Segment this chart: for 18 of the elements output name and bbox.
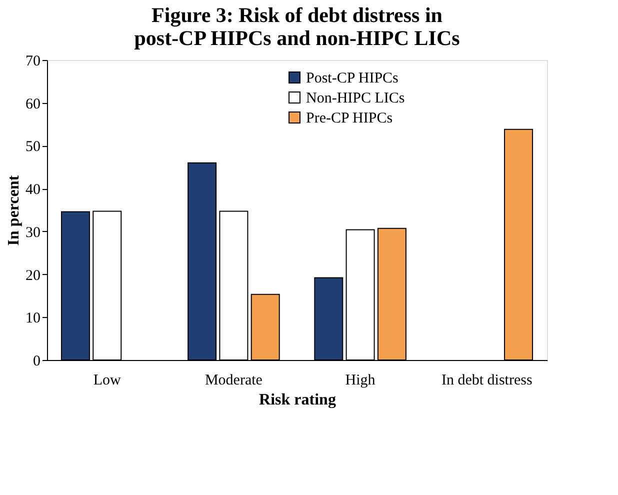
- y-tick-label: 60: [26, 96, 40, 112]
- legend-label: Pre-CP HIPCs: [306, 110, 393, 126]
- x-tick-label: High: [345, 372, 376, 388]
- legend-label: Post-CP HIPCs: [306, 70, 399, 86]
- y-tick-label: 20: [26, 268, 40, 284]
- chart-title: Figure 3: Risk of debt distress in post-CP HIPCs and non-HIPC LICs: [134, 3, 460, 50]
- y-tick-label: 40: [26, 182, 40, 198]
- x-axis-title: Risk rating: [259, 392, 336, 408]
- y-tick-label: 30: [26, 224, 40, 241]
- y-axis-title: In percent: [6, 174, 22, 246]
- x-tick-label: Moderate: [204, 372, 263, 388]
- legend-label: Non-HIPC LICs: [306, 90, 405, 106]
- x-tick-label: In debt distress: [441, 372, 532, 388]
- y-tick-label: 0: [33, 354, 40, 370]
- y-tick-label: 70: [26, 54, 40, 70]
- y-tick-label: 10: [26, 310, 40, 327]
- x-tick-label: Low: [93, 372, 122, 388]
- y-tick-label: 50: [26, 139, 40, 156]
